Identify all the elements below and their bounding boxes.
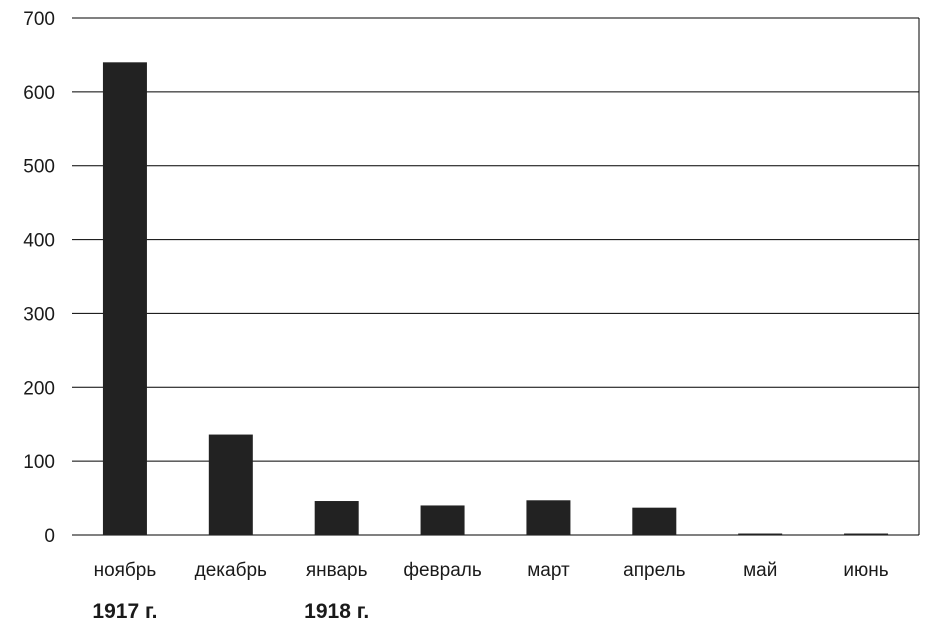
y-tick-label: 0 xyxy=(44,526,55,547)
y-tick-label: 500 xyxy=(23,157,55,178)
x-tick-label: май xyxy=(743,560,777,581)
bar-апрель xyxy=(632,507,677,535)
x-tick-label: март xyxy=(527,560,570,581)
x-tick-label: ноябрь xyxy=(94,560,157,581)
bars xyxy=(102,62,889,536)
y-tick-label: 600 xyxy=(23,83,55,104)
bar-май xyxy=(738,533,783,535)
bar-июнь xyxy=(844,533,889,535)
y-tick-label: 100 xyxy=(23,452,55,473)
y-tick-label: 300 xyxy=(23,304,55,325)
x-axis-ticks: ноябрь декабрь январь февраль март апрель май и… xyxy=(94,560,889,581)
year-labels: 1917 г. 1918 г. xyxy=(92,600,369,623)
grid-lines xyxy=(72,17,920,536)
bar-ноябрь xyxy=(102,62,147,536)
y-tick-label: 200 xyxy=(23,378,55,399)
bar-февраль xyxy=(420,505,465,535)
y-tick-label: 400 xyxy=(23,231,55,252)
x-tick-label: апрель xyxy=(623,560,685,581)
bar-март xyxy=(526,500,571,535)
year-label: 1918 г. xyxy=(304,600,369,623)
y-tick-label: 700 xyxy=(23,9,55,30)
y-axis-ticks: 0 100 200 300 400 500 600 700 xyxy=(23,9,55,547)
x-tick-label: февраль xyxy=(403,560,482,581)
x-tick-label: июнь xyxy=(843,560,888,581)
bar-декабрь xyxy=(208,434,253,535)
x-tick-label: декабрь xyxy=(195,560,267,581)
year-label: 1917 г. xyxy=(92,600,157,623)
x-tick-label: январь xyxy=(306,560,368,581)
bar-январь xyxy=(314,501,359,535)
